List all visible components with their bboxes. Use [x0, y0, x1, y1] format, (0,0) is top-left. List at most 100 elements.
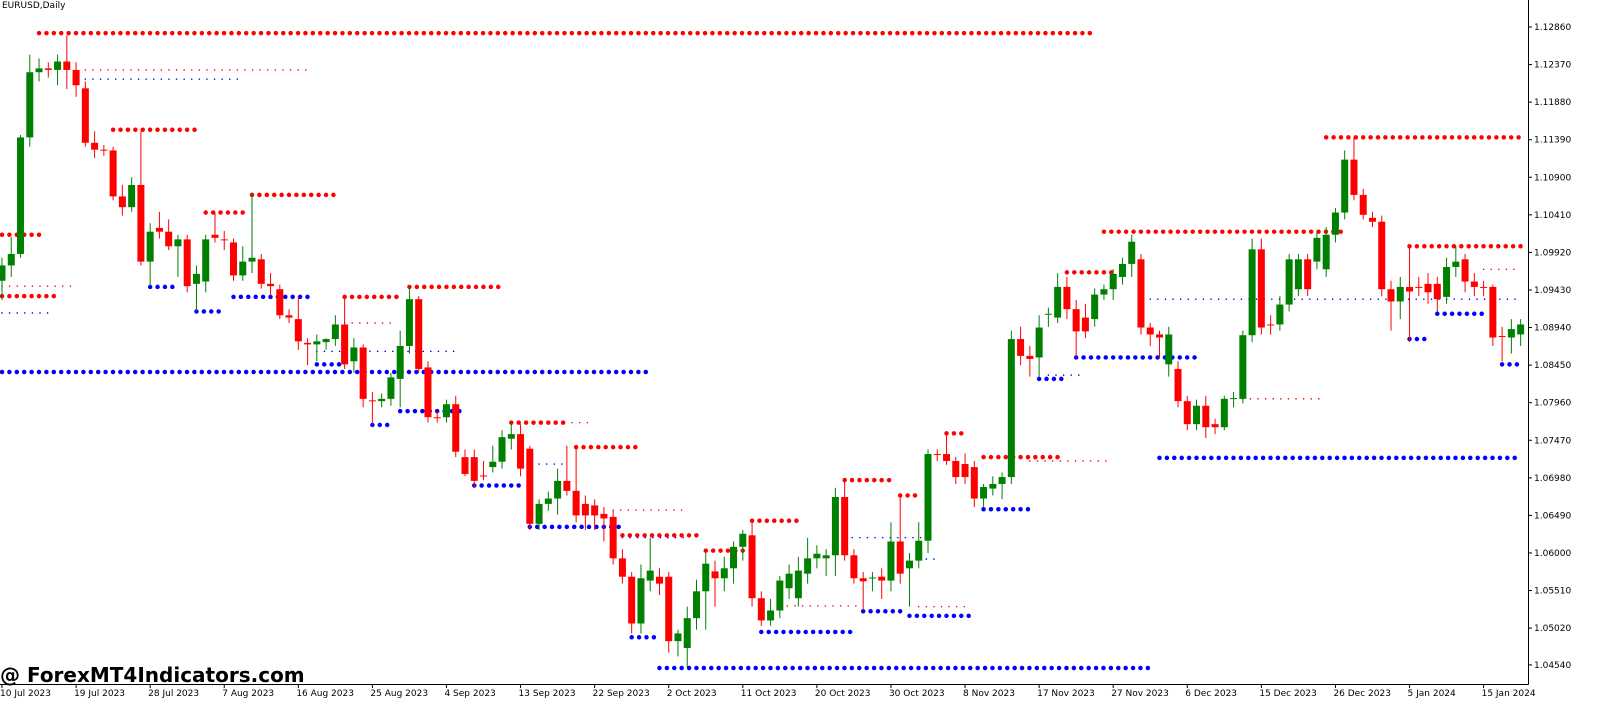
candle-body [859, 578, 867, 582]
candle-body [665, 576, 673, 642]
candle-body [63, 61, 71, 70]
candle-body [72, 69, 80, 86]
x-tick-label: 15 Dec 2023 [1259, 689, 1317, 699]
candle-body [1331, 212, 1339, 235]
candle-body [785, 573, 793, 589]
candle-body [887, 541, 895, 581]
y-tick-label: 1.08940 [1534, 324, 1571, 334]
candle-body [1378, 221, 1386, 290]
candle-body [952, 460, 960, 478]
candle-body [628, 576, 636, 624]
candle-body [693, 591, 700, 619]
candle-body [470, 457, 478, 481]
y-tick-label: 1.04540 [1534, 661, 1571, 671]
x-tick-label: 30 Oct 2023 [889, 689, 945, 699]
x-tick-label: 5 Jan 2024 [1408, 689, 1456, 699]
candle-body [544, 498, 552, 504]
candle-body [322, 339, 330, 343]
candle-body [711, 571, 719, 579]
candle-body [1498, 335, 1506, 337]
y-tick-label: 1.06980 [1534, 474, 1571, 484]
x-tick-label: 8 Nov 2023 [963, 689, 1015, 699]
x-tick-label: 15 Jan 2024 [1482, 689, 1536, 699]
y-tick-label: 1.08450 [1534, 361, 1571, 371]
candle-body [387, 377, 395, 399]
y-tick-label: 1.07470 [1534, 436, 1571, 446]
candle-body [1230, 398, 1238, 400]
y-tick-label: 1.10410 [1534, 211, 1571, 221]
candle-body [591, 505, 599, 516]
candle-body [1100, 289, 1108, 295]
candle-body [452, 404, 460, 452]
candle-body [554, 480, 562, 499]
candle-body [91, 142, 99, 150]
candle-body [1017, 339, 1025, 356]
candle-body [1267, 324, 1275, 326]
x-tick-label: 17 Nov 2023 [1037, 689, 1095, 699]
x-tick-label: 22 Sep 2023 [593, 689, 650, 699]
candle-body [1387, 289, 1395, 302]
candle-body [1341, 159, 1349, 213]
levels [0, 30, 1523, 671]
candle-body [776, 580, 784, 611]
candle-body [396, 345, 404, 379]
candle-body [600, 513, 608, 519]
candle-body [794, 570, 802, 599]
y-tick-label: 1.07960 [1534, 399, 1571, 409]
candle-body [1406, 286, 1414, 292]
candle-body [239, 261, 247, 276]
candle-body [1211, 424, 1219, 428]
candle-body [294, 319, 302, 342]
x-tick-label: 4 Sep 2023 [444, 689, 495, 699]
y-tick-label: 1.09430 [1534, 286, 1571, 296]
candle-body [1063, 286, 1071, 310]
candle-body [7, 253, 15, 266]
candle-body [1443, 266, 1451, 297]
candle-body [480, 475, 488, 477]
y-tick-label: 1.11880 [1534, 98, 1571, 108]
candle-body [0, 265, 6, 281]
candle-body [1489, 286, 1497, 338]
candle-body [748, 535, 756, 599]
candle-body [1007, 339, 1015, 478]
candle-body [1322, 234, 1330, 270]
candle-body [581, 503, 589, 516]
candle-body [183, 239, 191, 287]
candle-body [655, 576, 663, 584]
x-tick-label: 20 Oct 2023 [815, 689, 871, 699]
candle-body [1294, 259, 1302, 290]
candle-body [1220, 398, 1228, 428]
candle-body [1470, 281, 1478, 287]
x-tick-label: 19 Jul 2023 [74, 689, 125, 699]
candle-body [461, 457, 469, 474]
x-tick-label: 28 Jul 2023 [148, 689, 199, 699]
x-tick-label: 2 Oct 2023 [667, 689, 717, 699]
x-tick-label: 11 Oct 2023 [741, 689, 797, 699]
candle-body [1433, 283, 1441, 300]
candle-body [1461, 259, 1469, 282]
candle-body [563, 480, 571, 491]
candle-body [730, 546, 738, 569]
candle-body [1109, 273, 1117, 290]
candle-body [489, 461, 497, 468]
y-tick-label: 1.12370 [1534, 61, 1571, 71]
y-tick-label: 1.05020 [1534, 624, 1571, 634]
y-tick-label: 1.09920 [1534, 248, 1571, 258]
x-tick-label: 13 Sep 2023 [519, 689, 576, 699]
candle-body [980, 487, 988, 499]
candle-body [1054, 286, 1062, 318]
candle-body [896, 541, 904, 574]
candle-body [276, 289, 284, 316]
x-tick-label: 16 Aug 2023 [296, 689, 354, 699]
candle-body [1350, 159, 1358, 195]
candle-body [813, 553, 821, 559]
y-tick-label: 1.06000 [1534, 549, 1571, 559]
watermark: @ ForexMT4Indicators.com [0, 663, 305, 687]
candle-body [526, 448, 534, 524]
candle-body [767, 610, 775, 621]
candle-body [1072, 309, 1080, 332]
candle-body [1452, 261, 1460, 267]
candle-body [618, 558, 626, 577]
candle-body [1248, 249, 1256, 336]
